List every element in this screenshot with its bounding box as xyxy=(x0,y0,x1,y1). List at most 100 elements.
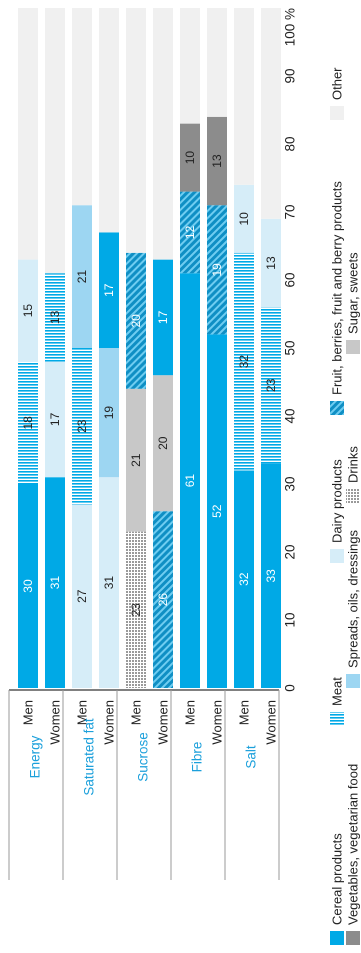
bar-segment-saturated-fat-women-other xyxy=(99,8,119,233)
legend-swatch-meat xyxy=(330,712,344,726)
bar-segment-saturated-fat-men-meat xyxy=(72,348,92,505)
group-label: Fibre xyxy=(190,742,205,773)
legend-swatch-vegetables-vegetarian-food xyxy=(346,931,360,945)
bar-segment-sucrose-men-other xyxy=(126,8,146,253)
data-label: 23 xyxy=(75,419,89,433)
bar-segment-fibre-men-vegetables-vegetarian-food xyxy=(180,123,200,192)
bar-label: Men xyxy=(237,700,252,725)
bar-segment-saturated-fat-men-other xyxy=(72,8,92,206)
legend-swatch-drinks xyxy=(346,489,360,503)
bar-segment-saturated-fat-men-spreads-oils-dressings xyxy=(72,205,92,348)
bar-segment-energy-women-meat xyxy=(45,273,65,362)
bar-segment-salt-men-dairy-products xyxy=(234,184,254,253)
data-label: 33 xyxy=(264,569,278,583)
data-label: 19 xyxy=(102,406,116,420)
bar-segment-salt-women-cereal-products xyxy=(261,463,281,688)
data-label: 31 xyxy=(48,576,62,590)
data-label: 17 xyxy=(48,412,62,426)
legend: Cereal products Meat Dairy products Fruit, … xyxy=(330,67,361,945)
value-tick-label: 80 xyxy=(283,136,298,151)
legend-swatch-sugar-sweets xyxy=(346,340,360,354)
bar-segment-salt-women-meat xyxy=(261,307,281,464)
data-label: 15 xyxy=(21,304,35,318)
data-label: 20 xyxy=(129,314,143,328)
bar-segment-energy-men-meat xyxy=(18,361,38,484)
bar-segment-sucrose-women-fruit-berries-fruit-and-berry-products xyxy=(153,511,173,688)
data-label: 26 xyxy=(156,593,170,607)
legend-label-drinks: Drinks xyxy=(346,446,361,483)
bar-label: Women xyxy=(102,700,117,745)
data-label: 17 xyxy=(156,310,170,324)
bar-segment-salt-men-meat xyxy=(234,252,254,471)
data-label: 61 xyxy=(183,474,197,488)
legend-label-vegetables-vegetarian-food: Vegetables, vegetarian food xyxy=(346,764,361,925)
data-label: 32 xyxy=(237,572,251,586)
data-label: 13 xyxy=(210,154,224,168)
bar-segment-energy-men-dairy-products xyxy=(18,259,38,362)
legend-label-sugar-sweets: Sugar, sweets xyxy=(346,252,361,334)
bar-segment-saturated-fat-men-dairy-products xyxy=(72,504,92,688)
value-tick-label: 50 xyxy=(283,340,298,355)
legend-label-cereal-products: Cereal products xyxy=(330,833,345,925)
value-tick-label: 70 xyxy=(283,204,298,219)
legend-label-spreads-oils-dressings: Spreads, oils, dressings xyxy=(346,529,361,668)
bar-segment-energy-men-cereal-products xyxy=(18,484,38,688)
value-tick-label: 90 xyxy=(283,68,298,83)
group-label: Energy xyxy=(28,735,43,778)
value-tick-label: 60 xyxy=(283,272,298,287)
data-label: 32 xyxy=(237,355,251,369)
bar-label: Women xyxy=(48,700,63,745)
data-label: 13 xyxy=(48,310,62,324)
value-tick-label: 100 % xyxy=(283,8,298,46)
data-label: 20 xyxy=(156,436,170,450)
bar-label: Men xyxy=(183,700,198,725)
bar-segment-sucrose-men-sugar-sweets xyxy=(126,388,146,532)
bar-segment-sucrose-men-fruit-berries-fruit-and-berry-products xyxy=(126,252,146,389)
legend-label-other: Other xyxy=(330,67,345,100)
data-label: 31 xyxy=(102,576,116,590)
data-label: 23 xyxy=(264,378,278,392)
bar-segment-sucrose-women-sugar-sweets xyxy=(153,375,173,512)
bar-segment-fibre-men-other xyxy=(180,8,200,124)
bar-label: Women xyxy=(156,700,171,745)
bar-label: Women xyxy=(210,700,225,745)
data-label: 10 xyxy=(237,212,251,226)
legend-label-dairy-products: Dairy products xyxy=(330,459,345,543)
data-label: 17 xyxy=(102,283,116,297)
legend-label-meat: Meat xyxy=(330,677,345,706)
bar-segment-sucrose-women-cereal-products xyxy=(153,259,173,376)
bar-segment-salt-women-other xyxy=(261,8,281,219)
bar-label: Women xyxy=(264,700,279,745)
value-tick-label: 40 xyxy=(283,408,298,423)
data-label: 52 xyxy=(210,504,224,518)
data-label: 27 xyxy=(75,589,89,603)
bar-label: Men xyxy=(21,700,36,725)
bar-segment-fibre-women-fruit-berries-fruit-and-berry-products xyxy=(207,205,227,335)
value-tick-label: 0 xyxy=(283,684,298,692)
group-label: Saturated fat xyxy=(82,718,97,796)
bar-segment-energy-men-other xyxy=(18,8,38,260)
data-label: 21 xyxy=(129,453,143,467)
value-tick-label: 30 xyxy=(283,476,298,491)
bar-segment-saturated-fat-women-dairy-products xyxy=(99,477,119,688)
bar-segment-fibre-women-other xyxy=(207,8,227,117)
data-label: 21 xyxy=(75,270,89,284)
bar-segment-sucrose-women-other xyxy=(153,8,173,260)
legend-label-fruit-berries-fruit-and-berry-products: Fruit, berries, fruit and berry products xyxy=(330,181,345,395)
bar-label: Men xyxy=(75,700,90,725)
data-label: 12 xyxy=(183,225,197,239)
bar-segment-salt-men-other xyxy=(234,8,254,185)
data-label: 23 xyxy=(129,603,143,617)
data-label: 19 xyxy=(210,263,224,277)
bar-segment-fibre-women-cereal-products xyxy=(207,334,227,688)
bar-segment-saturated-fat-women-cereal-products xyxy=(99,232,119,348)
legend-swatch-other xyxy=(330,106,344,120)
bar-segment-fibre-men-fruit-berries-fruit-and-berry-products xyxy=(180,191,200,274)
plot-area: 30 18 15 Men 31 17 13 Women Energy 27 23 21 Men 31 19 1… xyxy=(8,8,298,880)
data-label: 18 xyxy=(21,416,35,430)
value-tick-label: 10 xyxy=(283,612,298,627)
value-tick-label: 20 xyxy=(283,544,298,559)
bar-segment-fibre-men-cereal-products xyxy=(180,273,200,688)
legend-swatch-fruit-berries-fruit-and-berry-products xyxy=(330,401,344,415)
